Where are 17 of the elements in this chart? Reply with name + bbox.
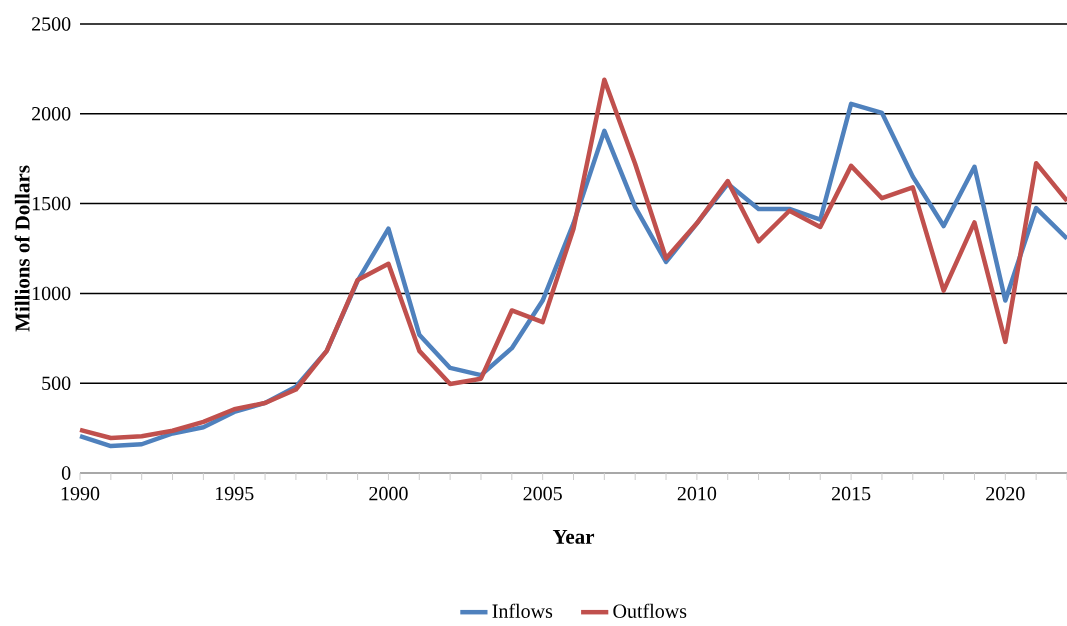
- x-tick-label: 2005: [523, 486, 562, 501]
- x-tick-label: 2000: [369, 486, 408, 501]
- x-tick-label: 2010: [677, 486, 717, 501]
- x-tick-label: 2020: [986, 486, 1025, 501]
- y-tick-label: 2000: [32, 107, 71, 121]
- y-tick-label: 0: [61, 466, 71, 480]
- x-tick-label: 1990: [61, 486, 100, 501]
- y-tick-label: 500: [42, 376, 71, 390]
- x-axis-title: Year: [552, 529, 595, 544]
- y-tick-label: 1500: [32, 196, 71, 211]
- x-tick-label: 1995: [215, 486, 254, 501]
- y-axis-title: Millions of Dollars: [14, 165, 30, 332]
- legend-label: Outflows: [613, 603, 687, 618]
- x-tick-label: 2015: [831, 486, 871, 501]
- y-tick-label: 2500: [32, 17, 71, 31]
- y-tick-label: 1000: [32, 286, 71, 301]
- legend-label: Inflows: [492, 603, 553, 618]
